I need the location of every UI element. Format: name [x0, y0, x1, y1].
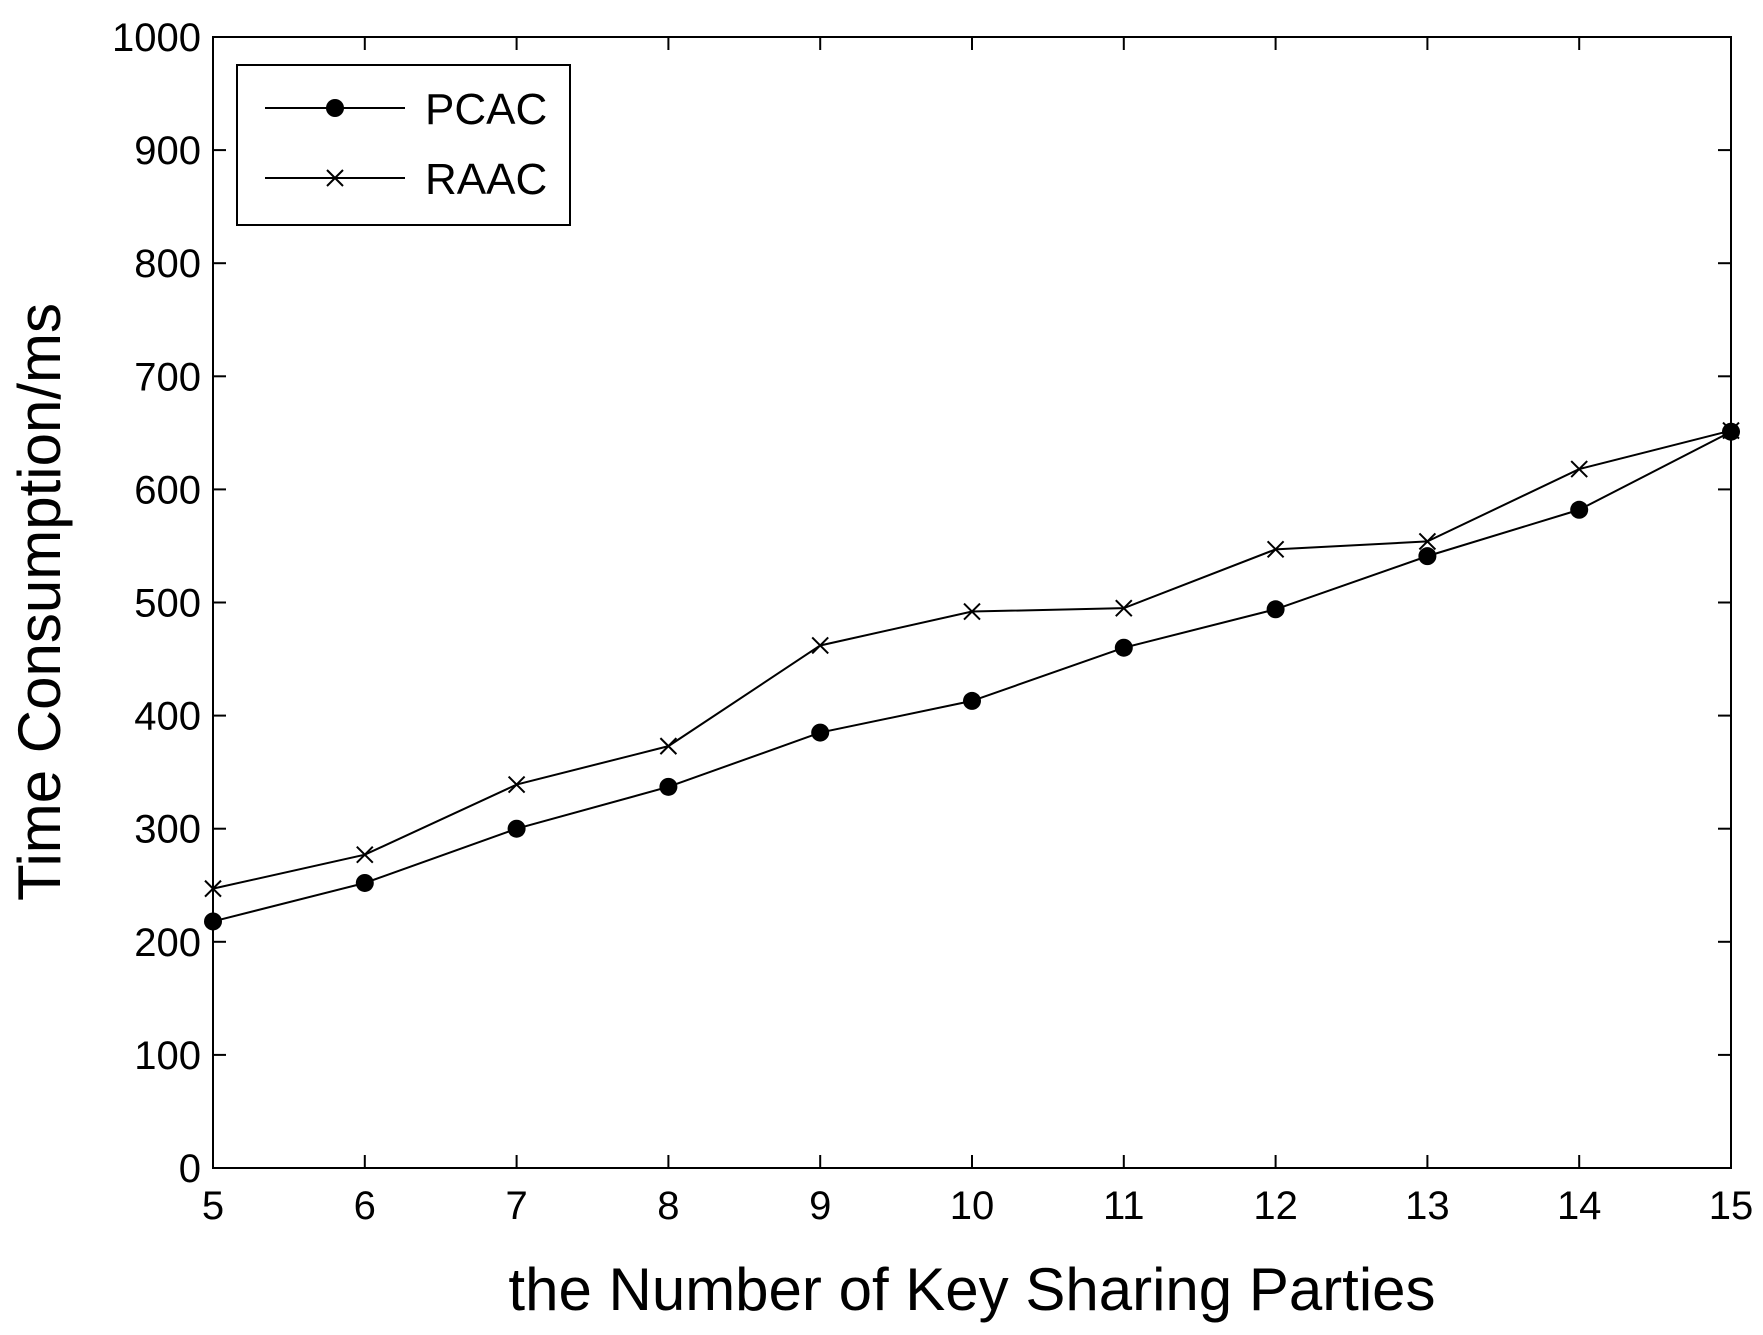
x-tick-label: 14 [1557, 1184, 1602, 1228]
series-markers [204, 421, 1740, 931]
data-point-pcac [507, 819, 526, 838]
data-point-pcac [1418, 547, 1437, 566]
y-tick-label: 1000 [112, 16, 201, 60]
y-tick-label: 600 [134, 468, 201, 512]
data-point-raac [1115, 599, 1133, 617]
x-tick-label: 8 [657, 1184, 679, 1228]
data-point-raac [204, 879, 222, 898]
x-axis-label: the Number of Key Sharing Parties [508, 1256, 1435, 1323]
y-tick-label: 700 [134, 355, 201, 399]
data-point-raac [1418, 532, 1437, 551]
x-tick-label: 15 [1709, 1184, 1754, 1228]
y-tick-label: 100 [134, 1034, 201, 1078]
data-point-raac [1722, 421, 1740, 440]
y-tick-label: 0 [179, 1147, 201, 1191]
x-tick-label: 12 [1253, 1184, 1298, 1228]
x-tick-label: 11 [1103, 1184, 1145, 1228]
y-tick-label: 400 [134, 695, 201, 739]
data-point-raac [811, 636, 829, 655]
legend-label-raac: RAAC [425, 155, 547, 204]
data-point-pcac [1570, 500, 1589, 519]
y-tick-label: 500 [134, 582, 201, 626]
x-tick-label: 6 [354, 1184, 376, 1228]
y-tick-label: 900 [134, 129, 201, 173]
data-point-pcac [659, 777, 678, 796]
data-point-raac [963, 602, 981, 621]
x-tick-label: 13 [1405, 1184, 1450, 1228]
y-tick-label: 200 [134, 921, 201, 965]
legend-label-pcac: PCAC [425, 85, 547, 134]
data-point-pcac [355, 873, 374, 892]
legend: PCAC RAAC [236, 64, 571, 226]
data-point-pcac [811, 723, 830, 742]
x-tick-label: 5 [202, 1184, 224, 1228]
data-point-pcac [1114, 638, 1133, 657]
data-point-raac [1266, 540, 1285, 559]
data-point-raac [1570, 460, 1588, 478]
data-point-pcac [963, 691, 981, 710]
data-point-pcac [204, 912, 222, 931]
x-tick-label: 9 [809, 1184, 831, 1228]
y-axis-label: Time Consumption/ms [6, 303, 73, 901]
axis-ticks: 5 6 7 8 9 10 11 12 13 14 15 0 100 200 300 400 500 600 700 8… [112, 16, 1753, 1228]
legend-marker-raac [326, 169, 344, 187]
data-point-pcac [1266, 600, 1285, 619]
x-tick-label: 7 [505, 1184, 527, 1228]
x-tick-label: 10 [950, 1184, 995, 1228]
legend-marker-pcac [326, 99, 344, 117]
data-point-raac [659, 737, 678, 755]
data-point-raac [356, 846, 374, 864]
y-tick-label: 800 [134, 242, 201, 286]
y-tick-label: 300 [134, 808, 201, 852]
data-point-raac [507, 775, 526, 794]
legend-box [236, 64, 571, 226]
